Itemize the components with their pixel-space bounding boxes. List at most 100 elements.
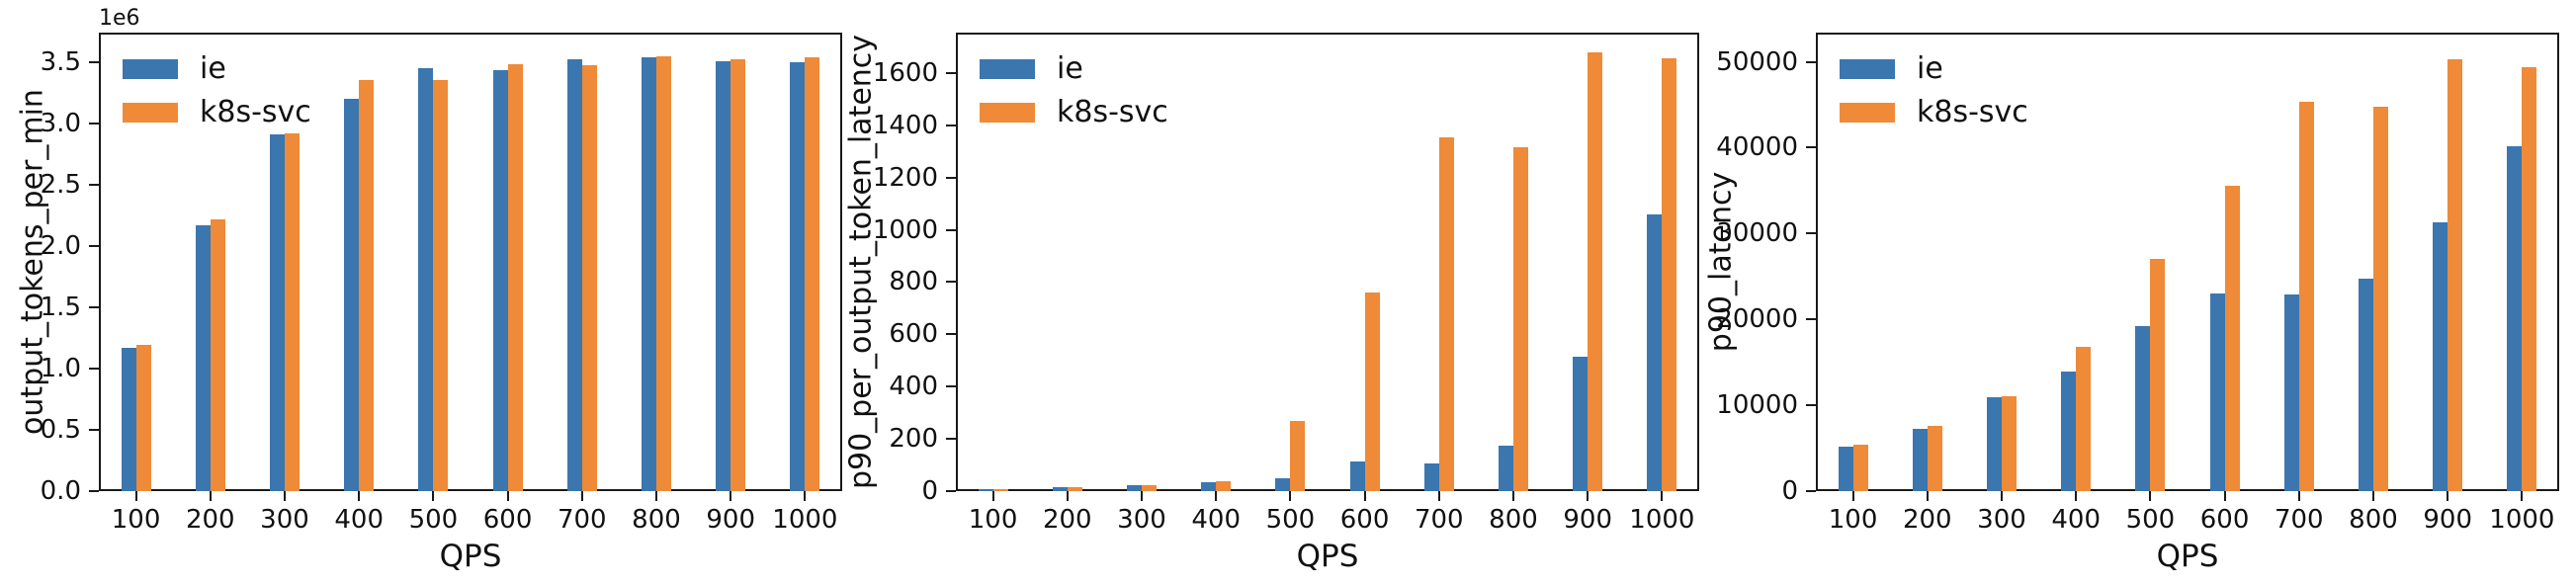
y-tick-mark	[89, 183, 99, 186]
y-tick-label: 1200	[872, 162, 938, 193]
x-tick-mark	[1066, 491, 1069, 501]
y-tick-mark	[89, 367, 99, 370]
bar-ie-qps-900	[2433, 222, 2448, 491]
bar-ie-qps-600	[1349, 460, 1365, 491]
bar-ie-qps-500	[1275, 478, 1291, 491]
bar-k8s-svc-qps-300	[2002, 395, 2017, 491]
bar-ie-qps-700	[2283, 294, 2299, 491]
y-tick-label: 1000	[872, 214, 938, 245]
legend-item-ie: ie	[123, 54, 311, 84]
legend-swatch-ie	[980, 59, 1035, 79]
x-tick-label: 400	[1191, 505, 1241, 535]
legend-label-k8s-svc: k8s-svc	[200, 95, 311, 129]
x-tick-mark	[284, 491, 286, 501]
bar-ie-qps-600	[492, 70, 508, 491]
bar-ie-qps-600	[2209, 293, 2225, 491]
bar-k8s-svc-qps-400	[2076, 347, 2092, 491]
y-tick-mark	[89, 305, 99, 308]
bar-ie-qps-500	[418, 67, 434, 491]
x-tick-label: 100	[111, 505, 161, 535]
y-tick-label: 200	[889, 424, 938, 455]
bar-k8s-svc-qps-200	[210, 218, 225, 491]
y-tick-mark	[89, 60, 99, 63]
bar-k8s-svc-qps-500	[433, 80, 449, 491]
bar-k8s-svc-qps-600	[2224, 185, 2240, 491]
x-tick-label: 500	[1265, 505, 1316, 535]
legend-label-ie: ie	[200, 51, 226, 86]
x-tick-label: 1000	[772, 505, 838, 535]
bar-k8s-svc-qps-800	[2373, 106, 2388, 491]
x-tick-label: 300	[1117, 505, 1166, 535]
bar-k8s-svc-qps-300	[285, 132, 300, 491]
y-tick-label: 400	[889, 372, 938, 402]
bar-k8s-svc-qps-500	[1290, 420, 1306, 491]
legend: ie k8s-svc	[123, 54, 311, 127]
legend-item-ie: ie	[1840, 54, 2028, 84]
legend: ie k8s-svc	[980, 54, 1168, 127]
bar-ie-qps-300	[270, 133, 285, 491]
bar-ie-qps-800	[642, 56, 656, 491]
x-tick-mark	[506, 491, 509, 501]
x-tick-mark	[991, 491, 994, 501]
bar-ie-qps-200	[1912, 428, 1928, 491]
bar-k8s-svc-qps-300	[1142, 484, 1157, 491]
bar-k8s-svc-qps-200	[1927, 425, 1942, 491]
x-tick-mark	[358, 491, 361, 501]
bar-ie-qps-300	[1127, 485, 1142, 491]
x-tick-mark	[1215, 491, 1218, 501]
legend-label-k8s-svc: k8s-svc	[1917, 95, 2028, 129]
bar-ie-qps-700	[1423, 463, 1439, 491]
y-tick-label: 1.5	[40, 292, 81, 322]
y-tick-mark	[1806, 146, 1816, 149]
bar-ie-qps-1000	[2507, 145, 2523, 491]
x-tick-label: 600	[482, 505, 533, 535]
bar-k8s-svc-qps-800	[1513, 147, 1528, 491]
x-tick-label: 400	[2051, 505, 2101, 535]
bar-k8s-svc-qps-900	[730, 59, 746, 491]
x-tick-label: 500	[408, 505, 459, 535]
bar-k8s-svc-qps-100	[992, 488, 1008, 491]
legend-swatch-ie	[1840, 59, 1895, 79]
bar-ie-qps-200	[195, 224, 211, 491]
bar-k8s-svc-qps-400	[359, 80, 375, 491]
y-tick-mark	[946, 176, 956, 179]
y-tick-mark	[946, 333, 956, 336]
y-tick-mark	[1806, 404, 1816, 407]
x-tick-mark	[209, 491, 212, 501]
bar-k8s-svc-qps-1000	[805, 56, 820, 491]
x-tick-mark	[2297, 491, 2300, 501]
x-tick-mark	[655, 491, 657, 501]
x-tick-label: 1000	[2489, 505, 2555, 535]
x-tick-mark	[1512, 491, 1514, 501]
legend-swatch-ie	[123, 59, 178, 79]
bar-ie-qps-1000	[1647, 213, 1663, 491]
bar-k8s-svc-qps-900	[2447, 58, 2463, 491]
x-tick-label: 1000	[1629, 505, 1695, 535]
legend-swatch-k8s-svc	[123, 103, 178, 123]
bar-k8s-svc-qps-200	[1067, 486, 1082, 491]
bar-k8s-svc-qps-1000	[2522, 66, 2537, 491]
x-tick-mark	[580, 491, 583, 501]
bar-ie-qps-400	[2061, 372, 2077, 491]
bar-k8s-svc-qps-700	[581, 65, 597, 491]
y-tick-mark	[1806, 232, 1816, 235]
bar-ie-qps-700	[566, 59, 582, 491]
x-tick-label: 400	[334, 505, 384, 535]
y-tick-label: 1600	[872, 57, 938, 88]
x-tick-label: 100	[1828, 505, 1878, 535]
x-tick-label: 100	[968, 505, 1018, 535]
y-tick-mark	[89, 490, 99, 492]
legend-label-k8s-svc: k8s-svc	[1057, 95, 1168, 129]
x-tick-mark	[2521, 491, 2524, 501]
x-tick-label: 800	[1489, 505, 1538, 535]
x-tick-label: 700	[1414, 505, 1464, 535]
bar-ie-qps-400	[1201, 482, 1217, 491]
bar-k8s-svc-qps-1000	[1662, 58, 1677, 491]
y-tick-mark	[946, 385, 956, 388]
bar-ie-qps-1000	[790, 61, 806, 491]
x-tick-label: 200	[1902, 505, 1952, 535]
x-tick-mark	[1661, 491, 1664, 501]
bar-k8s-svc-qps-700	[2298, 102, 2314, 491]
